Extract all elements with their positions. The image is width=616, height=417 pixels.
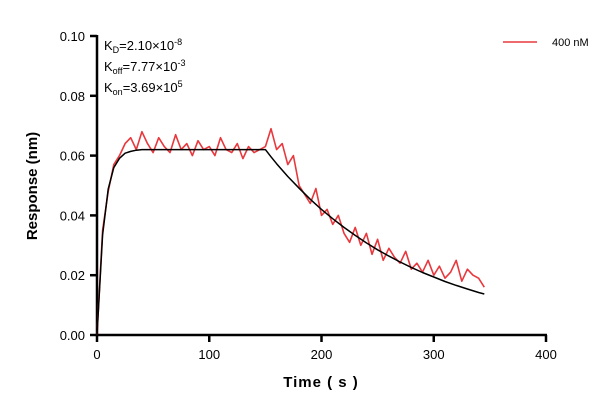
- kinetic-constants: KD=2.10×10-8 Koff=7.77×10-3 Kon=3.69×105: [104, 37, 185, 97]
- y-tick-label: 0.00: [60, 328, 85, 343]
- y-tick-label: 0.04: [60, 208, 85, 223]
- series-layer: [96, 127, 485, 336]
- x-tick-label: 400: [535, 347, 557, 362]
- axes: 0 100 200 300 400 0.00 0.02 0.04 0.06 0.08 0.10: [60, 29, 557, 362]
- y-axis-label: Response (nm): [24, 132, 41, 240]
- y-tick-label: 0.08: [60, 89, 85, 104]
- fit-curve-series: [96, 148, 485, 336]
- response-line: [96, 127, 485, 336]
- legend: 400 nM: [503, 37, 589, 49]
- x-tick-label: 300: [423, 347, 445, 362]
- x-axis-label: Time ( s ): [283, 374, 359, 391]
- x-tick-label: 100: [198, 347, 220, 362]
- x-tick-label: 200: [311, 347, 333, 362]
- koff-annotation: Koff=7.77×10-3: [104, 58, 185, 76]
- fit-line: [96, 148, 485, 336]
- kon-annotation: Kon=3.69×105: [104, 79, 183, 97]
- y-tick-label: 0.02: [60, 268, 85, 283]
- x-tick-label: 0: [93, 347, 100, 362]
- series-400nm: [96, 127, 485, 336]
- legend-label: 400 nM: [552, 37, 589, 49]
- kd-annotation: KD=2.10×10-8: [104, 37, 182, 55]
- y-tick-label: 0.06: [60, 149, 85, 164]
- y-tick-label: 0.10: [60, 29, 85, 44]
